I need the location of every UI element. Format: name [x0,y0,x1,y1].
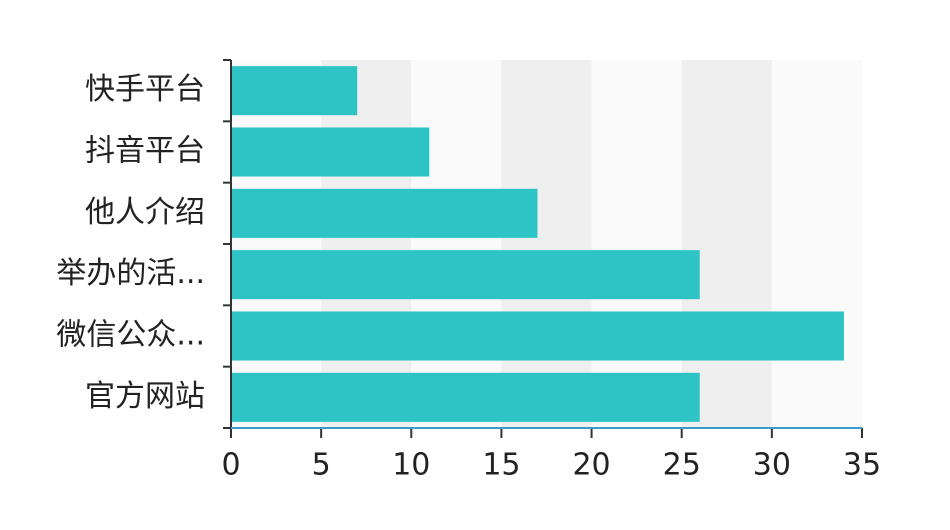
grid-band [771,60,862,428]
bar [231,127,430,177]
x-tick-label: 25 [663,448,701,483]
y-tick-label: 他人介绍 [85,195,205,230]
y-tick-label: 快手平台 [85,72,205,107]
x-tick-label: 30 [753,448,791,483]
y-tick-label: 微信公众... [56,318,205,353]
grid-band [591,60,682,428]
y-tick-label: 举办的活... [56,256,205,291]
bar [231,250,700,300]
grid-band [231,60,322,428]
x-tick-label: 35 [843,448,881,483]
grid-band [321,60,412,428]
x-tick-label: 10 [392,448,430,483]
grid-band [681,60,772,428]
y-tick-label: 官方网站 [85,379,205,414]
x-tick-label: 20 [572,448,610,483]
bar [231,372,700,422]
x-tick-label: 15 [482,448,520,483]
x-tick-label: 5 [312,448,331,483]
grid-band [411,60,502,428]
x-tick-label: 0 [221,448,240,483]
bar [231,66,358,116]
grid-band [501,60,592,428]
bar [231,311,844,361]
bar [231,188,538,238]
y-tick-label: 抖音平台 [85,134,205,169]
